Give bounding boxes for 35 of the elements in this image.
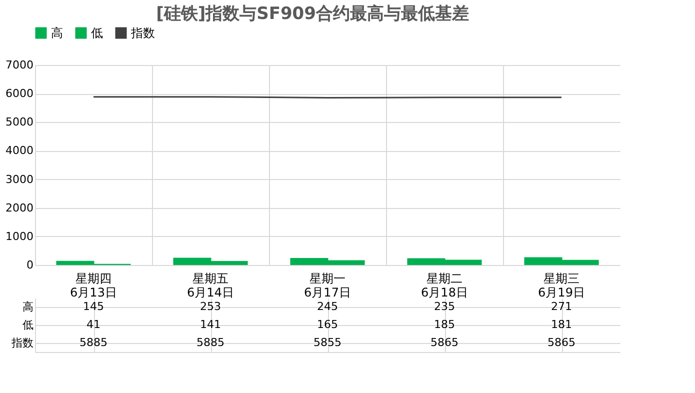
data-label: 271: [551, 300, 572, 313]
y-tick-label: 3000: [6, 172, 34, 186]
data-label: 165: [317, 318, 338, 331]
x-tick-label: 星期五 6月14日: [187, 272, 234, 300]
data-label: 5865: [430, 336, 458, 349]
data-label: 41: [86, 318, 100, 331]
y-tick-label: 5000: [6, 116, 34, 129]
data-label: 5885: [196, 336, 224, 349]
legend-label: 高: [51, 26, 63, 40]
y-tick-label: 2000: [6, 201, 34, 214]
legend-label: 指数: [130, 26, 155, 40]
chart-title: [硅铁]指数与SF909合约最高与最低基差: [156, 4, 469, 24]
data-label: 235: [434, 300, 455, 313]
data-label: 141: [200, 318, 221, 331]
x-tick-label: 星期四 6月13日: [70, 272, 117, 300]
data-label: 145: [83, 300, 104, 313]
x-tick-label: 星期三 6月19日: [538, 272, 585, 300]
data-label: 5885: [80, 336, 108, 349]
text: 高: [22, 300, 34, 314]
x-tick-label: 星期二 6月18日: [421, 272, 468, 300]
y-tick-label: 1000: [6, 230, 34, 243]
data-label: 5855: [314, 336, 342, 349]
data-label: 185: [434, 318, 455, 331]
data-label: 253: [200, 300, 221, 313]
data-label: 245: [317, 300, 338, 313]
y-tick-label: 0: [26, 258, 34, 272]
y-tick-label: 6000: [6, 87, 34, 100]
y-tick-label: 4000: [6, 144, 34, 158]
text: 低: [22, 318, 34, 332]
y-tick-label: 7000: [6, 58, 34, 72]
text: 指数: [12, 336, 34, 350]
data-label: 181: [551, 318, 572, 331]
legend-label: 低: [91, 26, 103, 40]
x-tick-label: 星期一 6月17日: [304, 272, 351, 300]
data-label: 5865: [548, 336, 576, 349]
